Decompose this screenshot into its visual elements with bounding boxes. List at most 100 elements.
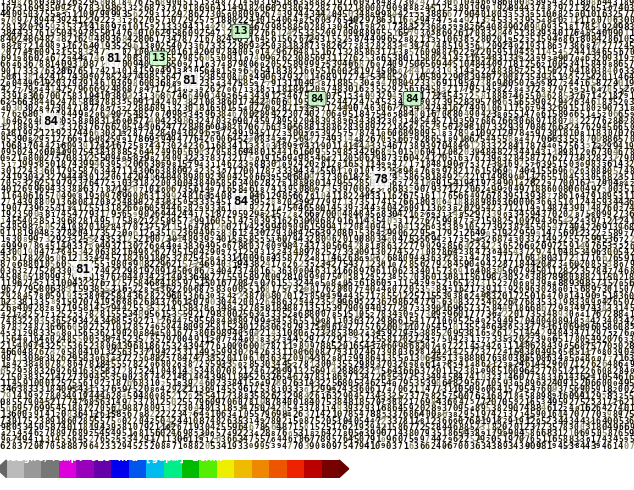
Text: 8: 8: [474, 60, 480, 69]
Text: 8: 8: [61, 67, 66, 75]
Text: 8: 8: [381, 242, 385, 250]
Text: 7: 7: [188, 260, 192, 270]
Text: 0: 0: [271, 42, 275, 50]
Text: 8: 8: [287, 304, 292, 313]
Text: 3: 3: [39, 167, 44, 175]
Text: 2: 2: [304, 367, 309, 376]
Text: 5: 5: [17, 424, 22, 430]
Text: 2: 2: [629, 235, 634, 245]
Text: 2: 2: [590, 392, 595, 401]
Text: 3: 3: [375, 73, 380, 82]
Text: 3: 3: [486, 142, 491, 150]
Text: 1: 1: [314, 410, 320, 419]
Text: 8: 8: [497, 112, 501, 118]
Text: 6: 6: [524, 360, 529, 369]
Text: 7: 7: [375, 343, 380, 349]
Text: 4: 4: [0, 185, 5, 195]
Text: 1: 1: [133, 124, 137, 130]
Text: 1: 1: [17, 354, 22, 363]
Text: 7: 7: [420, 218, 424, 224]
Text: 8: 8: [144, 287, 148, 293]
Text: 8: 8: [386, 404, 391, 413]
Text: 7: 7: [358, 35, 364, 44]
Text: 0: 0: [238, 48, 242, 57]
Text: 9: 9: [237, 260, 243, 270]
Text: 9: 9: [530, 279, 534, 288]
Text: 2: 2: [618, 217, 623, 225]
Text: 6: 6: [154, 429, 160, 438]
Text: 0: 0: [66, 154, 72, 163]
Text: 6: 6: [144, 249, 148, 255]
Text: 3: 3: [618, 192, 623, 200]
Text: 4: 4: [303, 142, 309, 150]
Text: 2: 2: [397, 360, 403, 369]
Text: 3: 3: [585, 424, 590, 430]
Text: 5: 5: [122, 99, 126, 105]
Text: 2: 2: [602, 42, 606, 50]
Text: 5: 5: [216, 105, 220, 112]
Text: 1: 1: [94, 23, 99, 32]
Text: 4: 4: [331, 204, 337, 213]
Text: 8: 8: [243, 279, 248, 288]
Text: 0: 0: [607, 185, 612, 195]
Text: 6: 6: [72, 42, 77, 50]
Text: 1: 1: [458, 179, 463, 188]
Text: 9: 9: [364, 248, 370, 257]
Text: 9: 9: [88, 0, 93, 7]
Text: 6: 6: [281, 267, 287, 275]
Text: 7: 7: [392, 104, 397, 113]
Text: 0: 0: [430, 310, 436, 319]
Text: 2: 2: [629, 248, 634, 257]
Text: 6: 6: [618, 262, 623, 268]
Text: 5: 5: [629, 304, 634, 313]
Text: 3: 3: [160, 198, 165, 207]
Text: 0: 0: [359, 310, 363, 319]
Text: 4: 4: [188, 335, 193, 344]
Text: 0: 0: [612, 204, 618, 213]
Text: 0: 0: [502, 73, 507, 82]
Text: 4: 4: [254, 92, 259, 100]
Text: 4: 4: [353, 143, 358, 149]
Text: 2: 2: [353, 192, 358, 200]
Text: 4: 4: [198, 348, 204, 357]
Text: 9: 9: [507, 404, 513, 413]
Text: 4: 4: [524, 404, 529, 413]
Text: 4: 4: [496, 304, 501, 313]
Text: 3: 3: [309, 242, 314, 250]
Text: 2: 2: [419, 223, 425, 232]
Text: 7: 7: [453, 443, 457, 449]
Text: 3: 3: [265, 173, 269, 182]
Text: 1: 1: [596, 373, 600, 382]
Text: 6: 6: [138, 292, 143, 300]
Text: 3: 3: [209, 60, 215, 69]
Text: 7: 7: [249, 317, 254, 325]
Text: 0: 0: [618, 323, 623, 332]
Text: 2: 2: [574, 167, 579, 175]
Text: 0: 0: [557, 185, 562, 195]
Text: 3: 3: [325, 185, 330, 195]
Text: 0: 0: [6, 48, 11, 57]
Text: 2: 2: [425, 260, 430, 270]
Text: 2: 2: [491, 204, 496, 213]
Text: 8: 8: [469, 198, 474, 207]
Text: 1: 1: [122, 167, 126, 175]
Text: 3: 3: [569, 424, 573, 430]
Text: 5: 5: [259, 237, 264, 243]
Text: 7: 7: [34, 267, 38, 275]
Text: 9: 9: [314, 35, 320, 44]
Text: 9: 9: [314, 148, 320, 157]
Text: 0: 0: [342, 235, 347, 245]
Text: 4: 4: [607, 423, 612, 432]
Text: 3: 3: [629, 67, 634, 75]
Text: 4: 4: [623, 317, 629, 325]
Text: 8: 8: [365, 29, 369, 38]
Text: 2: 2: [276, 404, 281, 413]
Text: 9: 9: [618, 229, 623, 238]
Text: 9: 9: [365, 0, 369, 5]
Text: 4: 4: [304, 4, 308, 13]
Text: 4: 4: [243, 435, 248, 444]
Text: 1: 1: [447, 385, 451, 394]
Text: 7: 7: [596, 217, 601, 225]
Text: 0: 0: [28, 10, 32, 19]
Text: 2: 2: [353, 179, 358, 188]
